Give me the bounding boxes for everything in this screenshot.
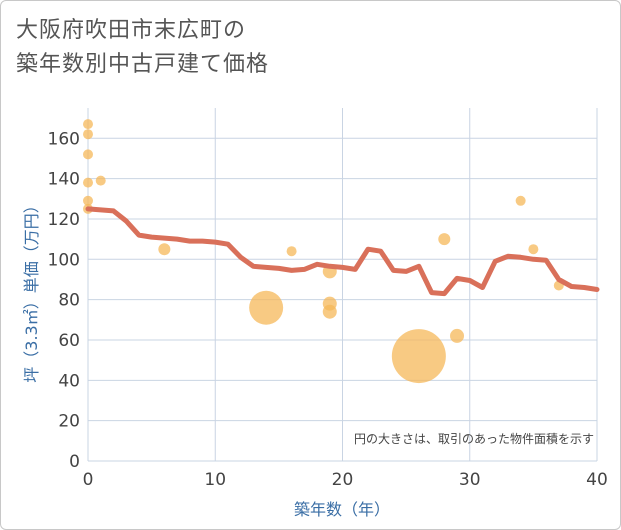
bubble-series xyxy=(83,119,564,384)
size-annotation: 円の大きさは、取引のあった物件面積を示す xyxy=(354,431,594,446)
bubble-point xyxy=(391,329,446,384)
chart-title-line2: 築年数別中古戸建て価格 xyxy=(16,52,270,77)
x-tick-label: 0 xyxy=(83,470,94,490)
x-tick-label: 20 xyxy=(332,470,354,490)
bubble-point xyxy=(286,246,297,257)
bubble-point xyxy=(83,177,93,188)
y-tick-label: 80 xyxy=(58,291,80,311)
bubble-point xyxy=(528,244,539,255)
y-tick-label: 160 xyxy=(48,129,80,149)
y-tick-label: 20 xyxy=(58,412,80,432)
y-tick-label: 100 xyxy=(48,250,80,270)
x-axis-label: 築年数（年） xyxy=(294,500,390,519)
bubble-point xyxy=(83,129,93,140)
x-tick-label: 30 xyxy=(459,470,481,490)
bubble-point xyxy=(95,175,106,186)
grid-lines xyxy=(87,108,598,462)
axis-ticks: 0 20 40 60 80 100 120 140 160 0 10 20 30 40 xyxy=(48,129,608,490)
bubble-point xyxy=(322,304,337,319)
x-tick-label: 40 xyxy=(586,470,608,490)
bubble-point xyxy=(158,243,171,256)
bubble-point xyxy=(83,119,93,130)
y-axis-label: 坪（3.3㎡）単価（万円） xyxy=(22,197,41,382)
bubble-point xyxy=(438,233,451,246)
x-tick-label: 10 xyxy=(204,470,226,490)
bubble-point xyxy=(83,149,93,160)
chart-title: 大阪府吹田市末広町の 築年数別中古戸建て価格 xyxy=(16,14,269,82)
y-tick-label: 120 xyxy=(48,210,80,230)
y-tick-label: 40 xyxy=(58,371,80,391)
trend-series xyxy=(85,206,600,297)
bubble-point xyxy=(515,195,526,206)
bubble-point xyxy=(83,195,93,206)
bubble-point xyxy=(450,328,465,343)
y-tick-label: 140 xyxy=(48,170,80,190)
chart-title-line1: 大阪府吹田市末広町の xyxy=(16,18,247,43)
trend-line xyxy=(85,206,600,297)
y-tick-label: 0 xyxy=(69,452,80,472)
bubble-point xyxy=(249,290,284,325)
y-tick-label: 60 xyxy=(58,331,80,351)
